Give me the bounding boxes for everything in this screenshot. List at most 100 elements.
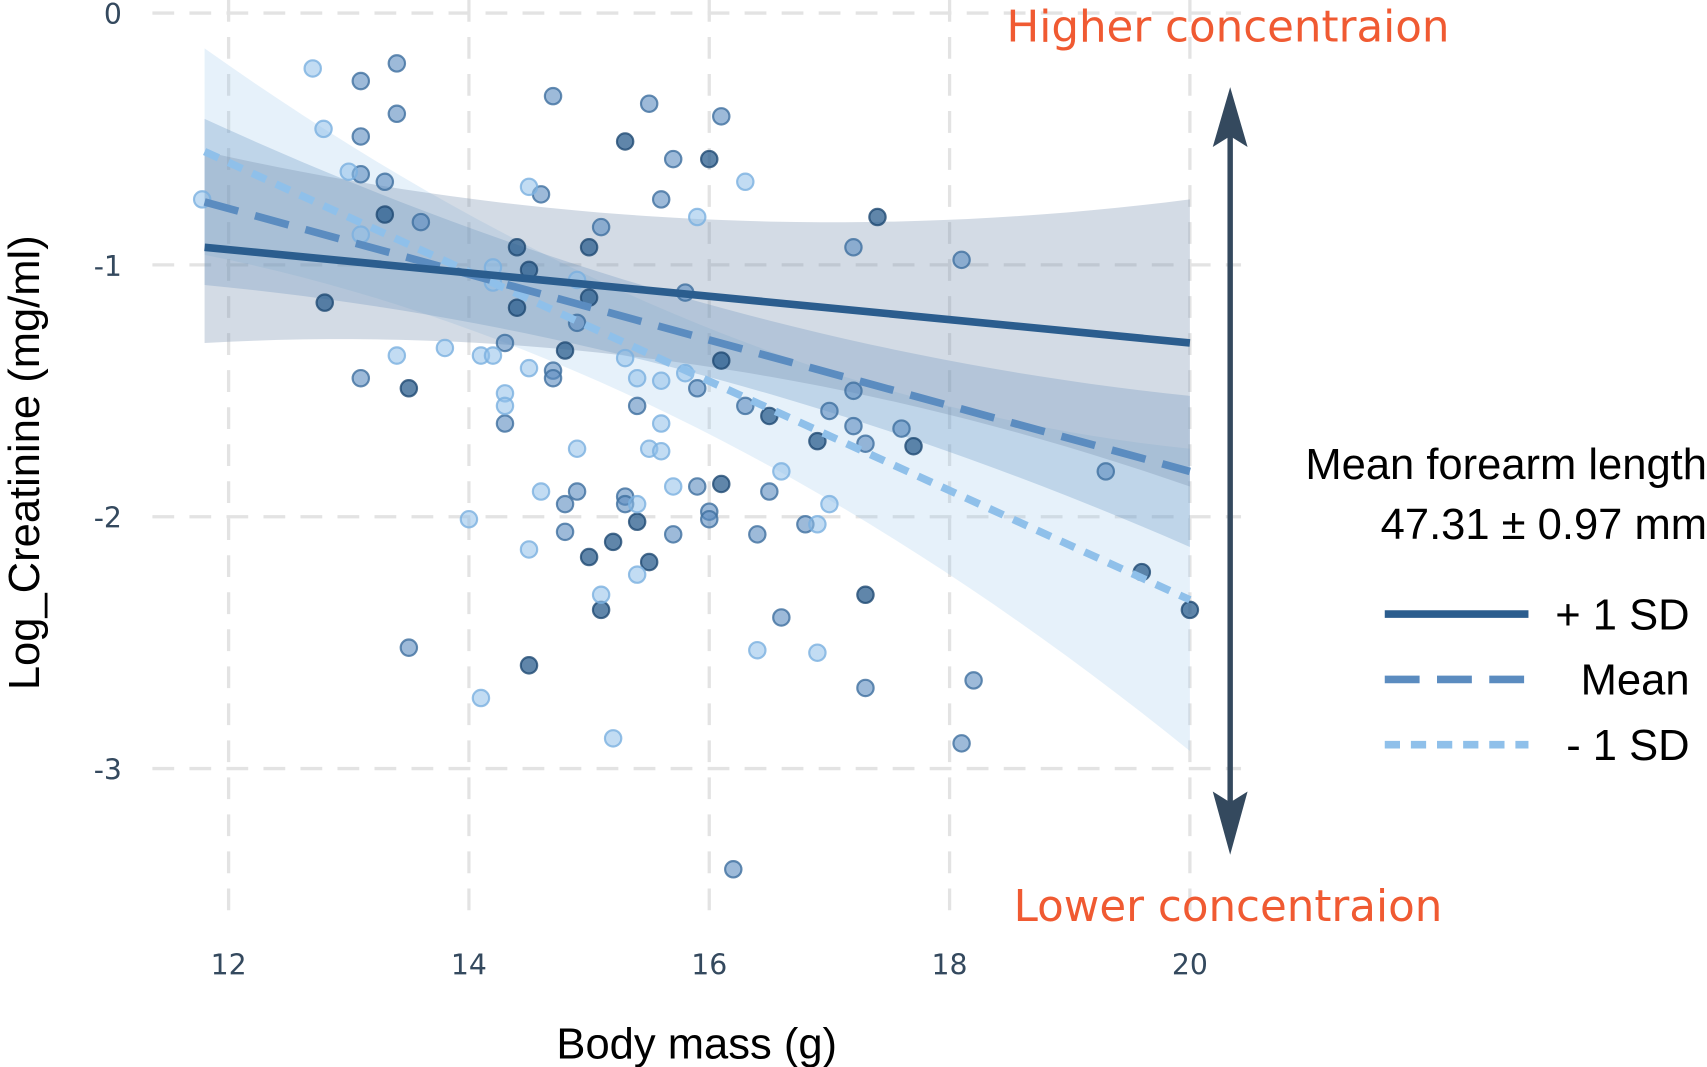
- data-point-light: [531, 482, 551, 501]
- data-point-mid: [772, 608, 791, 627]
- data-point-mid: [1096, 462, 1116, 481]
- confidence-ribbons: [204, 48, 1190, 751]
- data-point-light: [627, 565, 647, 584]
- data-point-light: [519, 177, 539, 197]
- data-point-mid: [591, 217, 611, 237]
- data-point-dark: [627, 512, 647, 532]
- data-point-light: [808, 643, 827, 662]
- data-point-mid: [748, 525, 767, 544]
- y-tick-label: 0: [104, 0, 122, 31]
- data-point-light: [603, 729, 623, 748]
- data-point-dark: [519, 656, 539, 675]
- y-axis-label: Log_Creatinine (mg/ml): [1, 235, 49, 690]
- data-point-light: [387, 346, 407, 365]
- ribbon-minus-sd: [204, 48, 1190, 751]
- data-point-mid: [351, 71, 371, 91]
- data-point-light: [651, 371, 671, 390]
- data-point-mid: [543, 86, 563, 106]
- data-point-mid: [952, 734, 971, 753]
- data-point-light: [627, 368, 647, 388]
- data-point-mid: [736, 396, 755, 416]
- y-tick-labels: 0 -1 -2 -3: [94, 0, 122, 786]
- data-point-light: [339, 162, 359, 181]
- data-point-dark: [579, 238, 599, 257]
- data-point-light: [808, 515, 827, 534]
- data-point-dark: [712, 474, 731, 494]
- regression-line-plus-sd: [204, 243, 1191, 347]
- data-point-light: [471, 688, 491, 708]
- data-point-light: [314, 119, 333, 139]
- data-point-light: [748, 640, 767, 660]
- data-point-mid: [651, 190, 671, 209]
- data-point-mid: [820, 401, 839, 421]
- x-tick-labels: 12 14 16 18 20: [211, 948, 1208, 981]
- data-point-mid: [567, 482, 587, 501]
- data-point-dark: [399, 379, 419, 398]
- data-point-dark: [615, 132, 635, 151]
- data-point-dark: [808, 431, 827, 451]
- data-point-light: [459, 509, 479, 529]
- data-point-light: [519, 358, 539, 378]
- data-point-dark: [856, 585, 875, 605]
- higher-concentration-label: Higher concentraion: [1007, 2, 1450, 52]
- data-point-light: [663, 477, 683, 496]
- x-tick-label: 12: [211, 948, 247, 981]
- data-point-mid: [663, 525, 683, 544]
- data-point-light: [351, 225, 371, 244]
- data-point-dark: [315, 293, 334, 312]
- data-point-mid: [387, 104, 407, 124]
- data-point-dark: [712, 351, 731, 370]
- data-point-light: [627, 494, 647, 514]
- data-point-light: [687, 207, 707, 227]
- data-point-mid: [375, 172, 395, 192]
- x-tick-label: 16: [691, 948, 727, 981]
- data-point-light: [772, 462, 791, 481]
- data-point-mid: [892, 419, 911, 438]
- data-point-mid: [639, 94, 659, 113]
- data-point-mid: [555, 494, 575, 514]
- data-point-light: [483, 346, 503, 365]
- data-point-mid: [351, 368, 371, 388]
- legend-label-minus-sd: - 1 SD: [1566, 722, 1689, 770]
- data-point-light: [651, 414, 671, 433]
- data-point-light: [615, 348, 635, 368]
- x-tick-label: 20: [1172, 948, 1208, 981]
- x-tick-label: 14: [451, 948, 487, 981]
- data-point-light: [651, 442, 671, 461]
- data-point-dark: [591, 600, 611, 620]
- data-point-mid: [495, 414, 515, 433]
- data-point-mid: [952, 250, 971, 270]
- y-tick-label: -2: [94, 502, 122, 535]
- data-point-mid: [555, 522, 575, 542]
- data-point-mid: [387, 54, 407, 73]
- regression-lines: [203, 148, 1192, 604]
- data-point-dark: [760, 406, 779, 426]
- data-point-mid: [712, 107, 731, 126]
- lower-concentration-label: Lower concentraion: [1014, 882, 1443, 932]
- legend: + 1 SD Mean - 1 SD: [1384, 591, 1690, 770]
- data-point-dark: [868, 207, 887, 227]
- data-point-dark: [639, 552, 659, 572]
- data-point-mid: [724, 860, 743, 879]
- regression-line-minus-sd: [203, 148, 1192, 604]
- data-point-mid: [627, 396, 647, 416]
- data-point-dark: [375, 205, 395, 224]
- data-point-mid: [856, 678, 875, 698]
- data-point-mid: [543, 368, 563, 388]
- legend-label-plus-sd: + 1 SD: [1555, 591, 1689, 639]
- x-axis-label: Body mass (g): [556, 1020, 837, 1067]
- ribbon-plus-sd: [204, 151, 1190, 487]
- data-point-mid: [411, 212, 431, 232]
- double-arrow-icon: [1212, 87, 1248, 855]
- moderator-value: 47.31 ± 0.97 mm: [1381, 501, 1707, 549]
- x-tick-label: 18: [932, 948, 968, 981]
- data-point-mid: [687, 379, 707, 398]
- data-point-mid: [351, 127, 371, 146]
- data-point-light: [303, 59, 322, 78]
- data-point-dark: [904, 436, 923, 456]
- moderator-title: Mean forearm length: [1305, 441, 1707, 489]
- data-point-dark: [507, 238, 527, 257]
- data-point-mid: [844, 381, 863, 401]
- data-point-dark: [555, 341, 575, 360]
